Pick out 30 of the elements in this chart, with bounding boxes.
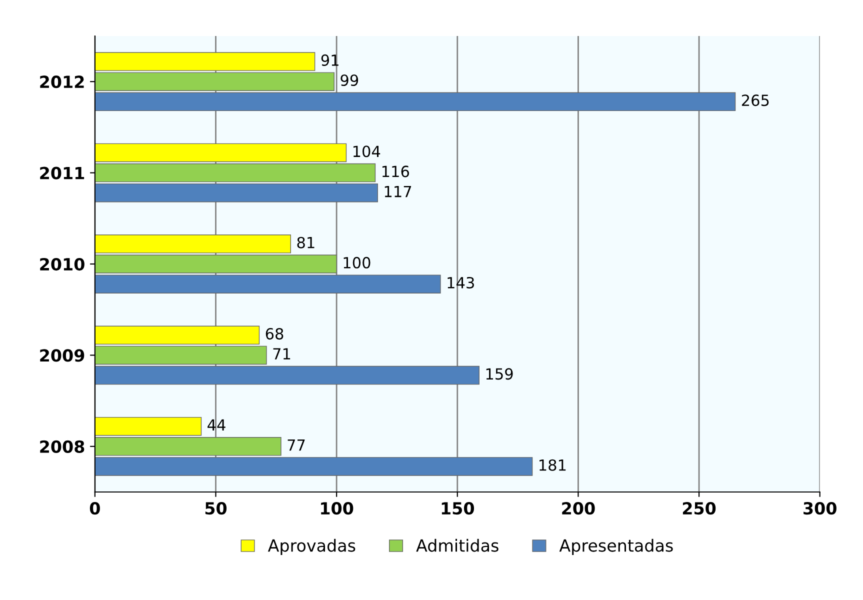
x-tick-label: 200 (562, 502, 595, 515)
data-label: 181 (540, 459, 566, 471)
data-label: 100 (344, 256, 370, 268)
data-label: 99 (340, 74, 358, 86)
data-label: 265 (742, 94, 769, 106)
x-tick-label: 0 (90, 502, 100, 515)
x-tick-label: 300 (804, 502, 836, 515)
y-tick-label: 2010 (40, 258, 84, 271)
data-label: 143 (448, 276, 474, 288)
x-tick-label: 150 (442, 502, 474, 515)
x-tick-label: 100 (321, 502, 354, 515)
data-label: 44 (208, 419, 226, 431)
data-label: 71 (273, 348, 290, 360)
data-label: 117 (384, 186, 412, 198)
y-tick-label: 2012 (40, 76, 84, 88)
legend-label: Apresentadas (559, 538, 673, 556)
legend-label: Admitidas (416, 538, 498, 552)
data-label: 77 (288, 439, 305, 451)
y-tick-label: 2011 (40, 166, 84, 180)
data-label: 68 (266, 328, 284, 340)
data-label: 81 (297, 236, 314, 248)
y-tick-label: 2009 (40, 349, 84, 362)
data-label: 116 (382, 166, 409, 178)
x-tick-label: 50 (205, 502, 227, 515)
y-tick-label: 2008 (40, 440, 84, 453)
data-label: 159 (486, 368, 513, 380)
data-label: 91 (321, 54, 338, 66)
legend-label: Aprovadas (268, 538, 356, 556)
x-tick-label: 250 (682, 502, 716, 515)
data-label: 104 (353, 146, 380, 158)
